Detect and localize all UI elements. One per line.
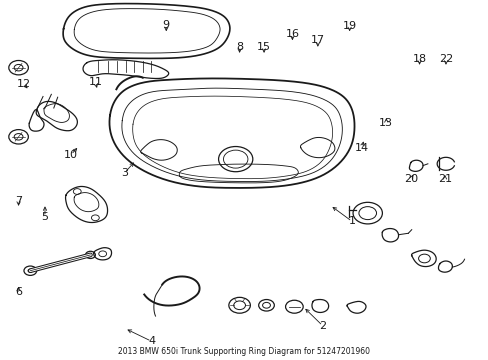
Text: 4: 4 (148, 336, 155, 346)
Text: 9: 9 (163, 20, 169, 30)
Circle shape (233, 301, 245, 310)
Text: 6: 6 (15, 287, 22, 297)
Text: 2: 2 (319, 321, 325, 331)
Text: 17: 17 (310, 35, 324, 45)
Text: 22: 22 (438, 54, 452, 64)
Text: 21: 21 (437, 174, 451, 184)
Text: 7: 7 (15, 196, 22, 206)
Text: 13: 13 (379, 118, 392, 128)
Circle shape (285, 300, 303, 313)
Text: 11: 11 (88, 77, 102, 87)
Text: 1: 1 (348, 216, 355, 226)
Text: 18: 18 (412, 54, 426, 64)
Text: 5: 5 (41, 212, 48, 222)
Text: 12: 12 (17, 78, 30, 89)
Circle shape (28, 269, 33, 273)
Circle shape (352, 202, 382, 224)
Text: 3: 3 (121, 168, 128, 178)
Circle shape (262, 302, 270, 308)
Text: 10: 10 (64, 150, 78, 160)
Text: 15: 15 (257, 42, 270, 52)
Text: 14: 14 (354, 143, 368, 153)
Text: 8: 8 (236, 42, 243, 52)
Text: 16: 16 (285, 29, 299, 39)
Text: 20: 20 (403, 174, 417, 184)
Circle shape (358, 207, 376, 220)
Circle shape (24, 266, 37, 275)
Circle shape (258, 300, 274, 311)
Circle shape (85, 251, 95, 258)
Circle shape (228, 297, 250, 313)
Text: 19: 19 (342, 21, 356, 31)
Text: 2013 BMW 650i Trunk Supporting Ring Diagram for 51247201960: 2013 BMW 650i Trunk Supporting Ring Diag… (118, 347, 370, 356)
